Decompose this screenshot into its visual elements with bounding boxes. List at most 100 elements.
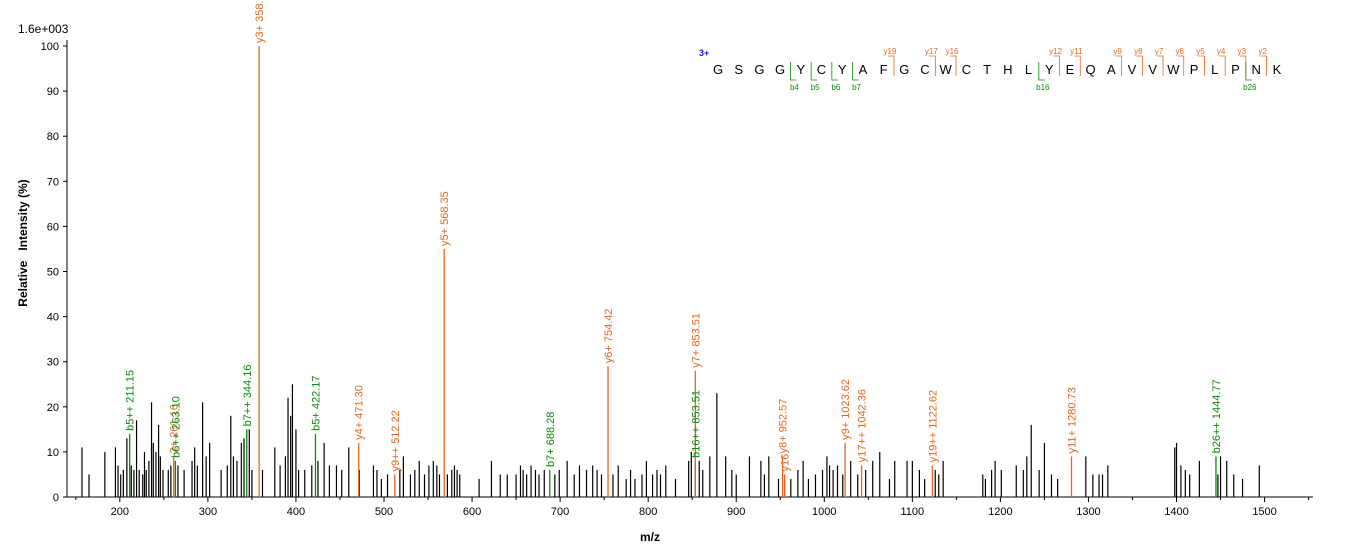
- sequence-residue: P: [1190, 62, 1199, 77]
- sequence-residue: N: [1252, 62, 1261, 77]
- x-tick-label: 1000: [812, 506, 836, 518]
- y-tick-label: 70: [47, 176, 59, 188]
- sequence-residue: L: [1211, 62, 1218, 77]
- y-ion-bracket: [1239, 55, 1247, 76]
- sequence-residue: T: [983, 62, 991, 77]
- b-ion-bracket: [831, 62, 838, 81]
- x-tick-label: 800: [639, 506, 657, 518]
- y-ion-bracket: [1053, 55, 1060, 76]
- y-tick-label: 10: [47, 447, 59, 459]
- peak-label: b5+ 422.17: [310, 375, 322, 430]
- sequence-residue: C: [920, 62, 929, 77]
- sequence-residue: Q: [1086, 62, 1096, 77]
- sequence-residue: A: [859, 62, 868, 77]
- sequence-residue: G: [899, 62, 909, 77]
- intensity-scale-label: 1.6e+003: [18, 22, 69, 36]
- x-tick-label: 300: [199, 506, 217, 518]
- x-tick-label: 400: [287, 506, 305, 518]
- b-ion-bracket: [1038, 62, 1045, 81]
- peak-label: b16++ 853.51: [690, 390, 702, 458]
- peak-label: y3+ 358.2: [254, 0, 266, 43]
- y-tick-label: 40: [47, 312, 59, 324]
- sequence-residue: G: [754, 62, 764, 77]
- y-ion-marker-label: y2: [1258, 47, 1267, 56]
- y-ion-bracket: [950, 55, 957, 76]
- x-tick-label: 500: [375, 506, 393, 518]
- sequence-residue: Y: [1045, 62, 1054, 77]
- peak-label: y9++ 512.22: [390, 410, 402, 471]
- y-ion-marker-label: y12: [1049, 47, 1062, 56]
- x-tick-label: 1200: [988, 506, 1012, 518]
- peak-label: b7++ 344.16: [242, 365, 254, 427]
- peak-label: 2+ 261.16: [169, 404, 181, 453]
- y-tick-label: 20: [47, 402, 59, 414]
- y-ion-marker-label: y4: [1217, 47, 1226, 56]
- peak-label: y17++ 1042.36: [857, 389, 869, 462]
- y-ion-bracket: [1219, 55, 1226, 76]
- y-tick-label: 90: [47, 86, 59, 98]
- peak-label: y8+ 952.57: [778, 399, 790, 454]
- sequence-residue: G: [713, 62, 723, 77]
- x-tick-label: 200: [111, 506, 129, 518]
- sequence-residue: V: [1128, 62, 1137, 77]
- y-ion-bracket: [1136, 55, 1143, 76]
- sequence-residue: E: [1066, 62, 1075, 77]
- y-ion-marker-label: y9: [1113, 47, 1122, 56]
- x-tick-label: 1400: [1164, 506, 1188, 518]
- peaks-group: [81, 46, 1260, 497]
- x-axis-title: m/z: [640, 530, 660, 544]
- y-ion-bracket: [1260, 55, 1267, 76]
- b-ion-marker-label: b7: [852, 83, 861, 92]
- sequence-residue: H: [1003, 62, 1012, 77]
- y-ion-marker-label: y6: [1176, 47, 1185, 56]
- y-ion-bracket: [1198, 55, 1205, 76]
- peak-label: b6++ 263.10: [170, 396, 182, 458]
- x-tick-label: 600: [463, 506, 481, 518]
- sequence-residue: C: [962, 62, 971, 77]
- peak-label: b7+ 688.28: [545, 412, 557, 467]
- peak-label: y7+ 853.51: [690, 313, 702, 368]
- peak-label: y16: [780, 454, 792, 472]
- sequence-residue: S: [734, 62, 743, 77]
- y-ion-bracket: [929, 55, 936, 76]
- sequence-residue: W: [940, 62, 953, 77]
- y-ion-bracket: [1115, 55, 1123, 76]
- peak-label: b26++ 1444.77: [1211, 379, 1223, 453]
- y-ion-bracket: [1074, 55, 1081, 76]
- y-tick-label: 100: [41, 41, 59, 53]
- y-ion-marker-label: y5: [1196, 47, 1205, 56]
- x-tick-label: 700: [551, 506, 569, 518]
- b-ion-bracket: [810, 62, 818, 81]
- sequence-residue: V: [1148, 62, 1157, 77]
- y-axis-title: Relative Intensity (%): [16, 179, 30, 306]
- axes-group: [63, 40, 1313, 502]
- y-ion-marker-label: y7: [1155, 47, 1164, 56]
- sequence-residue: F: [880, 62, 888, 77]
- y-ion-marker-label: y16: [946, 47, 959, 56]
- sequence-residue: P: [1231, 62, 1240, 77]
- b-ion-bracket: [1245, 62, 1252, 81]
- y-ion-marker-label: y8: [1134, 47, 1143, 56]
- peak-label: y19++ 1122.62: [927, 390, 939, 463]
- b-ion-marker-label: b16: [1036, 83, 1050, 92]
- b-ion-bracket: [790, 62, 797, 81]
- y-ion-bracket: [887, 55, 895, 76]
- y-ion-marker-label: y19: [883, 47, 896, 56]
- x-tick-label: 1300: [1076, 506, 1100, 518]
- tick-labels-group: 0 10 20 30 40 50 60 70 80 90 100 200 300 400 500 600 700…: [41, 41, 1277, 518]
- y-ion-bracket: [1177, 55, 1185, 76]
- peak-label: b5++ 211.15: [125, 370, 137, 431]
- sequence-residue: G: [775, 62, 785, 77]
- b-ion-marker-label: b5: [811, 83, 820, 92]
- y-ion-marker-label: y11: [1070, 47, 1083, 56]
- y-tick-label: 60: [47, 221, 59, 233]
- y-ion-marker-label: y3: [1238, 47, 1247, 56]
- sequence-residue: Y: [796, 62, 805, 77]
- y-ion-marker-label: y17: [925, 47, 938, 56]
- peak-label: y4+ 471.30: [354, 385, 366, 440]
- b-ion-marker-label: b4: [790, 83, 799, 92]
- b-ion-bracket: [852, 62, 859, 81]
- x-tick-label: 900: [727, 506, 745, 518]
